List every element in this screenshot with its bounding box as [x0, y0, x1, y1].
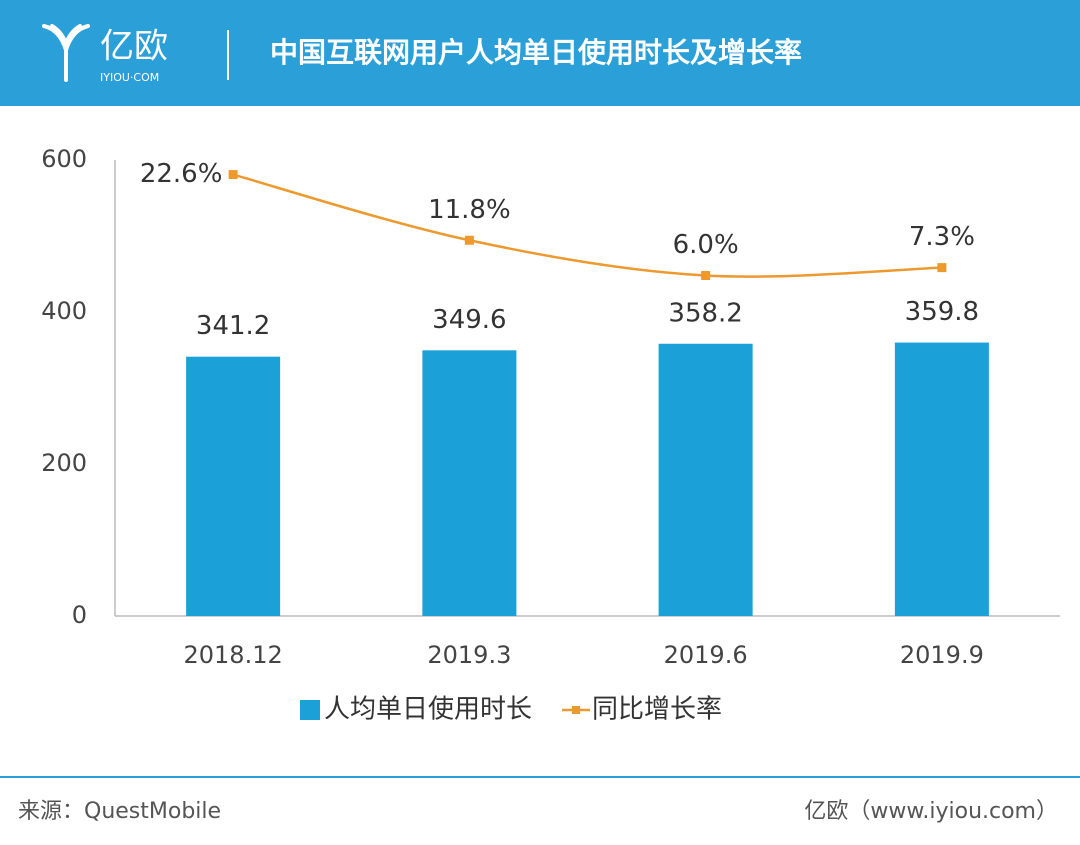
- y-tick-label: 600: [41, 145, 87, 173]
- logo-domain: IYIOU·COM: [100, 71, 159, 84]
- header-band: [0, 0, 1080, 106]
- logo-text: 亿欧: [100, 27, 168, 67]
- y-tick-label: 0: [72, 601, 87, 629]
- chart-title: 中国互联网用户人均单日使用时长及增长率: [270, 36, 802, 69]
- credit: 亿欧（www.iyiou.com）: [804, 799, 1058, 824]
- line-marker: [701, 271, 711, 281]
- line: [232, 173, 942, 278]
- x-tick-label: 2019.9: [900, 641, 984, 669]
- x-tick-label: 2019.3: [427, 641, 511, 669]
- line-value-label: 11.8%: [428, 195, 511, 225]
- legend-label: 人均单日使用时长: [324, 695, 532, 725]
- bar: [658, 343, 753, 616]
- bar: [186, 356, 281, 616]
- source: 来源：QuestMobile: [18, 799, 221, 824]
- logo: [42, 24, 90, 82]
- line-value-label: 22.6%: [140, 159, 223, 189]
- legend-swatch: [572, 706, 581, 714]
- line-marker: [228, 170, 238, 180]
- legend-swatch: [300, 700, 320, 720]
- legend-label: 同比增长率: [592, 695, 722, 725]
- line-marker: [937, 263, 947, 273]
- bar: [894, 342, 989, 616]
- line-value-label: 6.0%: [673, 230, 739, 260]
- bar: [422, 350, 517, 616]
- bar-value-label: 359.8: [905, 297, 979, 327]
- x-tick-label: 2018.12: [184, 641, 283, 669]
- y-tick-label: 200: [41, 449, 87, 477]
- bar-value-label: 358.2: [668, 298, 742, 328]
- line-value-label: 7.3%: [909, 222, 975, 252]
- line-marker: [464, 235, 474, 245]
- y-tick-label: 400: [41, 297, 87, 325]
- bar-value-label: 349.6: [432, 305, 506, 335]
- bar-value-label: 341.2: [196, 311, 270, 341]
- x-tick-label: 2019.6: [664, 641, 748, 669]
